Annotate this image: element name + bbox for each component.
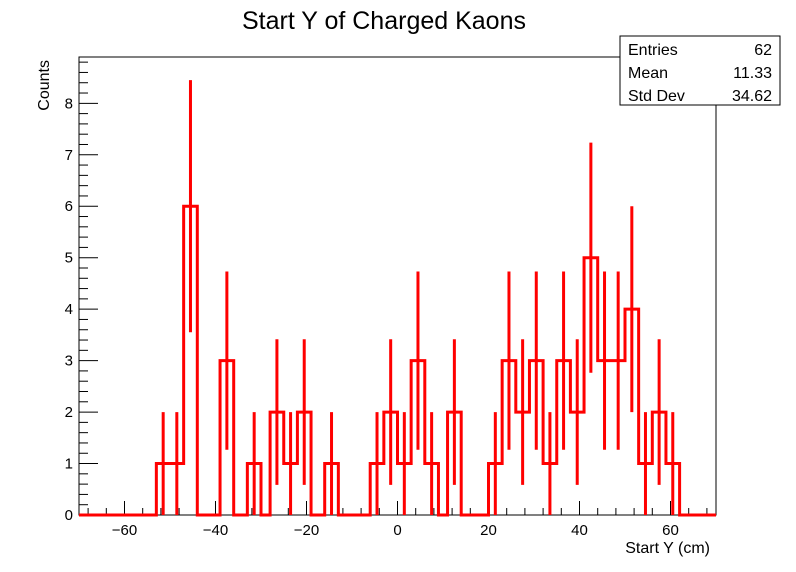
stats-box: Entries 62 Mean 11.33 Std Dev 34.62 bbox=[619, 35, 781, 106]
x-tick-label: 20 bbox=[480, 522, 497, 539]
x-tick-label: 60 bbox=[662, 522, 679, 539]
y-tick-label: 0 bbox=[65, 507, 73, 524]
y-tick-label: 7 bbox=[65, 147, 73, 164]
x-axis-label: Start Y (cm) bbox=[625, 540, 710, 557]
y-tick-label: 3 bbox=[65, 353, 73, 370]
stats-entries-value: 62 bbox=[754, 42, 772, 59]
y-tick-label: 2 bbox=[65, 404, 73, 421]
x-tick-label: −60 bbox=[112, 522, 137, 539]
histogram-outline bbox=[79, 204, 716, 517]
x-tick-label: 40 bbox=[571, 522, 588, 539]
y-tick-label: 5 bbox=[65, 250, 73, 267]
stats-stddev-value: 34.62 bbox=[732, 88, 772, 105]
y-tick-label: 4 bbox=[65, 301, 73, 318]
y-tick-label: 6 bbox=[65, 198, 73, 215]
stats-stddev-label: Std Dev bbox=[628, 88, 685, 105]
y-tick-label: 1 bbox=[65, 456, 73, 473]
stats-mean-label: Mean bbox=[628, 65, 668, 82]
x-tick-label: 0 bbox=[393, 522, 401, 539]
stats-entries-label: Entries bbox=[628, 42, 678, 59]
y-axis-label: Counts bbox=[36, 60, 53, 111]
stats-mean-value: 11.33 bbox=[733, 65, 772, 82]
y-tick-label: 8 bbox=[65, 95, 73, 112]
axis-ticks: −60 −40 −20 0 20 40 60 0 1 2 3 4 5 6 7 8 bbox=[65, 61, 708, 539]
x-tick-label: −20 bbox=[294, 522, 319, 539]
x-tick-label: −40 bbox=[203, 522, 228, 539]
histogram-bins bbox=[79, 80, 716, 517]
stats-box-frame bbox=[619, 35, 781, 106]
chart-title: Start Y of Charged Kaons bbox=[242, 7, 526, 35]
